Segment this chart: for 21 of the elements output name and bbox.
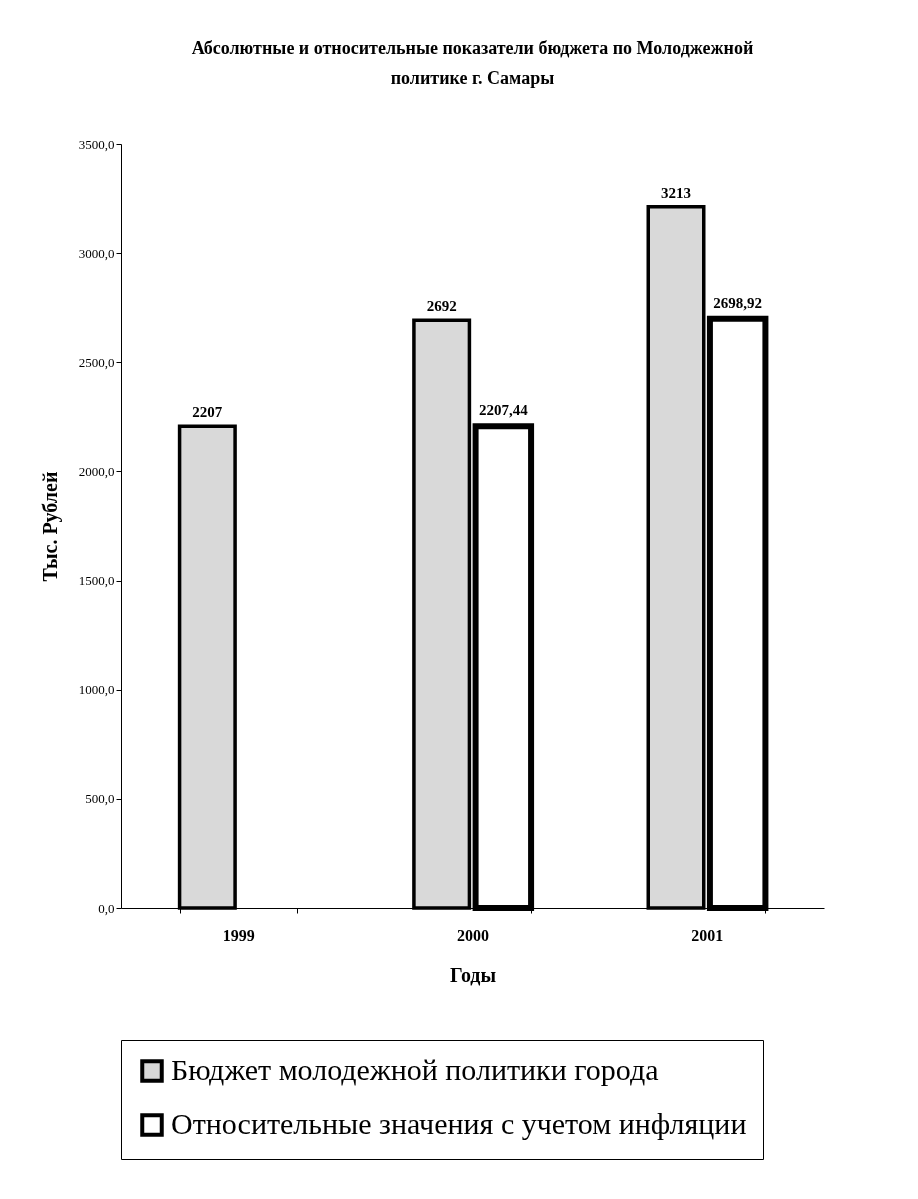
y-tick-label: 1500,0 (78, 573, 115, 589)
data-label: 2698,92 (713, 294, 763, 311)
data-label: 2692 (426, 298, 457, 315)
legend-label: Относительные значения с учетом инфляции (171, 1107, 747, 1140)
y-tick-label: 0,0 (98, 900, 115, 916)
data-label: 2207,44 (478, 402, 529, 419)
y-tick-label: 3500,0 (78, 136, 115, 152)
y-axis-title: Тыс. Рублей (38, 471, 62, 582)
x-axis-title: Годы (449, 963, 497, 986)
data-label: 2207 (192, 404, 223, 421)
data-label: 3213 (661, 184, 691, 201)
x-tick-label: 2001 (691, 926, 724, 944)
y-tick-label: 2500,0 (78, 354, 115, 370)
legend-label: Бюджет молодежной политики города (171, 1053, 659, 1086)
y-tick-label: 3000,0 (78, 245, 115, 261)
y-tick-label: 500,0 (85, 791, 115, 807)
chart-title: Абсолютные и относительные показатели бюджета по Молоджежной политике г. Самары (191, 38, 754, 88)
y-tick-label: 2000,0 (78, 463, 115, 479)
x-tick-label: 2000 (457, 926, 489, 944)
x-tick-label: 1999 (222, 926, 255, 944)
y-tick-label: 1000,0 (78, 682, 115, 698)
